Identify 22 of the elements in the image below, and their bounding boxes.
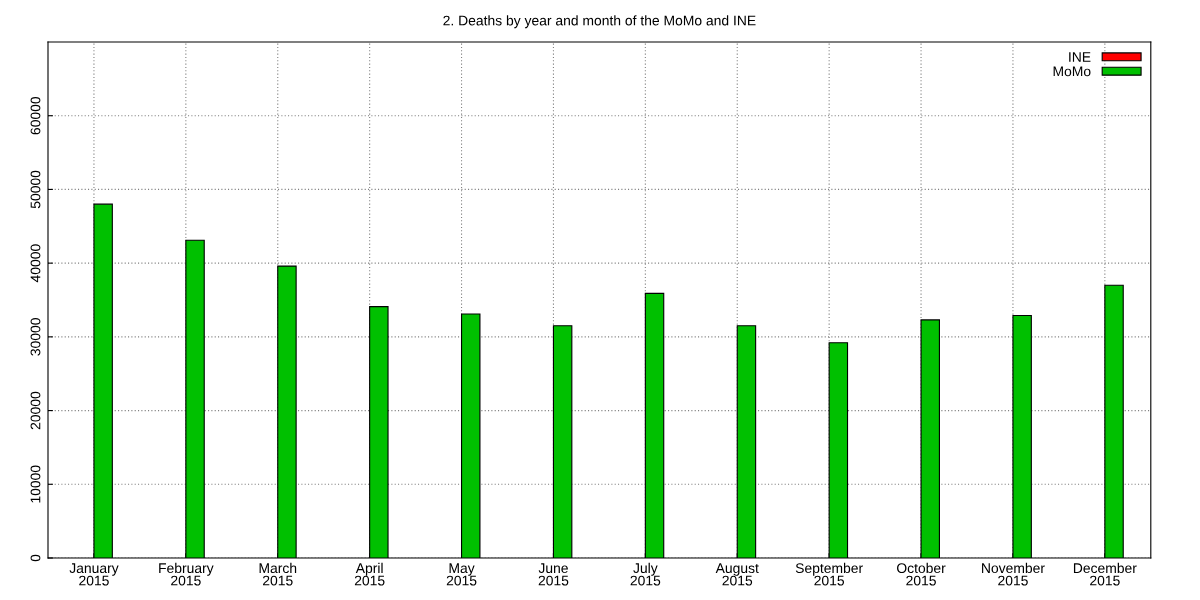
legend-label: INE <box>1069 52 1091 62</box>
x-tick-label: April 2015 <box>354 562 385 586</box>
x-tick-label: May 2015 <box>446 563 477 586</box>
y-tick-label: 60000 <box>30 96 41 135</box>
y-tick-label: 0 <box>30 554 41 562</box>
x-tick-label: January 2015 <box>69 563 119 586</box>
x-tick-label: July 2015 <box>630 562 661 586</box>
x-tick-label: August 2015 <box>715 563 759 586</box>
chart-title: 2. Deaths by year and month of the MoMo and INE <box>443 15 756 29</box>
y-tick-label: 50000 <box>30 170 41 209</box>
y-tick-label: 30000 <box>30 318 41 356</box>
x-tick-label: November 2015 <box>982 562 1045 586</box>
x-tick-label: March 2015 <box>259 562 297 586</box>
x-tick-label: September 2015 <box>795 562 863 586</box>
x-tick-label: October 2015 <box>897 562 946 586</box>
x-tick-label: December 2015 <box>1073 562 1137 586</box>
legend-label: MoMo <box>1053 66 1091 77</box>
x-tick-label: June 2015 <box>538 563 569 586</box>
y-tick-label: 10000 <box>30 465 41 503</box>
y-tick-label: 20000 <box>30 391 41 430</box>
x-tick-label: February 2015 <box>159 562 214 586</box>
y-tick-label: 40000 <box>30 244 41 283</box>
